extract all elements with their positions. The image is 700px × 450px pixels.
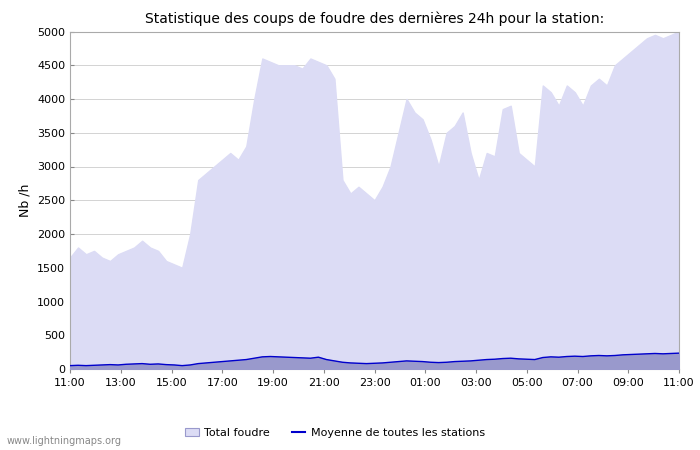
Y-axis label: Nb /h: Nb /h [18,184,32,217]
Title: Statistique des coups de foudre des dernières 24h pour la station:: Statistique des coups de foudre des dern… [145,12,604,26]
Text: www.lightningmaps.org: www.lightningmaps.org [7,436,122,446]
